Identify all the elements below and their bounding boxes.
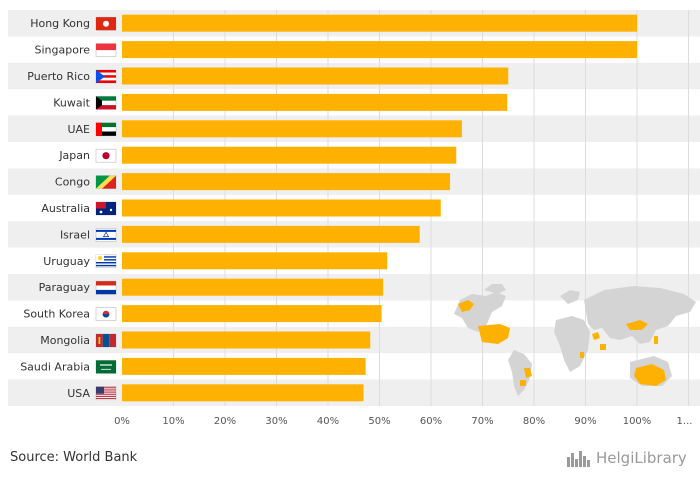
hong-kong-flag-icon-detail	[96, 17, 116, 31]
x-tick-label: 100%	[623, 416, 652, 427]
x-tick-label: 60%	[420, 416, 442, 427]
bars	[122, 14, 637, 402]
usa-flag-icon-detail	[96, 386, 116, 399]
bar	[122, 14, 637, 32]
bar	[122, 305, 382, 323]
x-tick-label: 20%	[214, 416, 236, 427]
bar	[122, 252, 388, 270]
x-tick-label: 70%	[471, 416, 493, 427]
category-label: Saudi Arabia	[20, 360, 90, 373]
bar	[122, 41, 637, 59]
bar	[122, 225, 420, 243]
category-labels: Hong Kong Singapore Puerto Rico Kuwait UAE Ja…	[20, 17, 90, 400]
category-label: Israel	[60, 228, 90, 241]
category-label: USA	[67, 387, 90, 400]
saudi-arabia-flag-icon-detail	[96, 360, 116, 374]
bar	[122, 173, 451, 191]
uae-flag-icon-detail	[96, 122, 116, 136]
bar	[122, 331, 371, 349]
x-tick-label: 0%	[114, 416, 130, 427]
world-map-icon	[454, 284, 696, 396]
bar-chart: Hong Kong Singapore Puerto Rico Kuwait UAE Ja…	[8, 10, 700, 427]
skyline-icon	[567, 451, 590, 467]
singapore-flag-icon-detail	[96, 43, 116, 51]
australia-flag-icon-detail	[96, 202, 116, 215]
japan-flag-icon-detail	[102, 152, 110, 160]
category-label: Paraguay	[39, 281, 91, 294]
category-label: Australia	[41, 202, 90, 215]
x-axis-ticks: 0% 10% 20% 30% 40% 50% 60% 70% 80% 90% 100% 1...	[114, 416, 692, 427]
bar	[122, 278, 384, 296]
flag-icons	[95, 16, 117, 401]
x-tick-label: 50%	[368, 416, 390, 427]
category-label: Hong Kong	[30, 17, 90, 30]
x-tick-label: 30%	[265, 416, 287, 427]
category-label: Puerto Rico	[27, 70, 90, 83]
bar	[122, 146, 457, 164]
congo-flag-icon-detail	[96, 175, 116, 189]
mongolia-flag-icon-detail	[96, 334, 116, 347]
category-label: Kuwait	[53, 96, 90, 109]
uruguay-flag-icon-detail	[96, 254, 116, 267]
kuwait-flag-icon-detail	[96, 96, 116, 110]
bar	[122, 120, 462, 138]
bar	[122, 93, 508, 111]
israel-flag-icon-detail	[96, 229, 116, 240]
category-label: UAE	[67, 123, 90, 136]
category-label: Uruguay	[43, 255, 90, 268]
source-note: Source: World Bank	[10, 450, 138, 465]
brand-logo: HelgiLibrary	[566, 449, 687, 467]
south-korea-flag-icon-detail	[102, 310, 110, 318]
x-tick-label: 40%	[317, 416, 339, 427]
bar	[122, 357, 366, 375]
category-label: Mongolia	[40, 334, 90, 347]
bar	[122, 67, 509, 85]
bar	[122, 384, 364, 402]
puerto-rico-flag-icon-detail	[96, 70, 116, 83]
category-label: Singapore	[35, 44, 91, 57]
brand-name: HelgiLibrary	[596, 449, 687, 467]
category-label: South Korea	[23, 308, 90, 321]
bar	[122, 199, 441, 217]
category-label: Congo	[55, 176, 90, 189]
x-tick-label: 80%	[523, 416, 545, 427]
x-tick-label: 10%	[162, 416, 184, 427]
x-tick-label: 90%	[574, 416, 596, 427]
x-tick-label: 1...	[677, 416, 693, 427]
category-label: Japan	[58, 149, 90, 162]
paraguay-flag-icon-detail	[96, 281, 116, 295]
